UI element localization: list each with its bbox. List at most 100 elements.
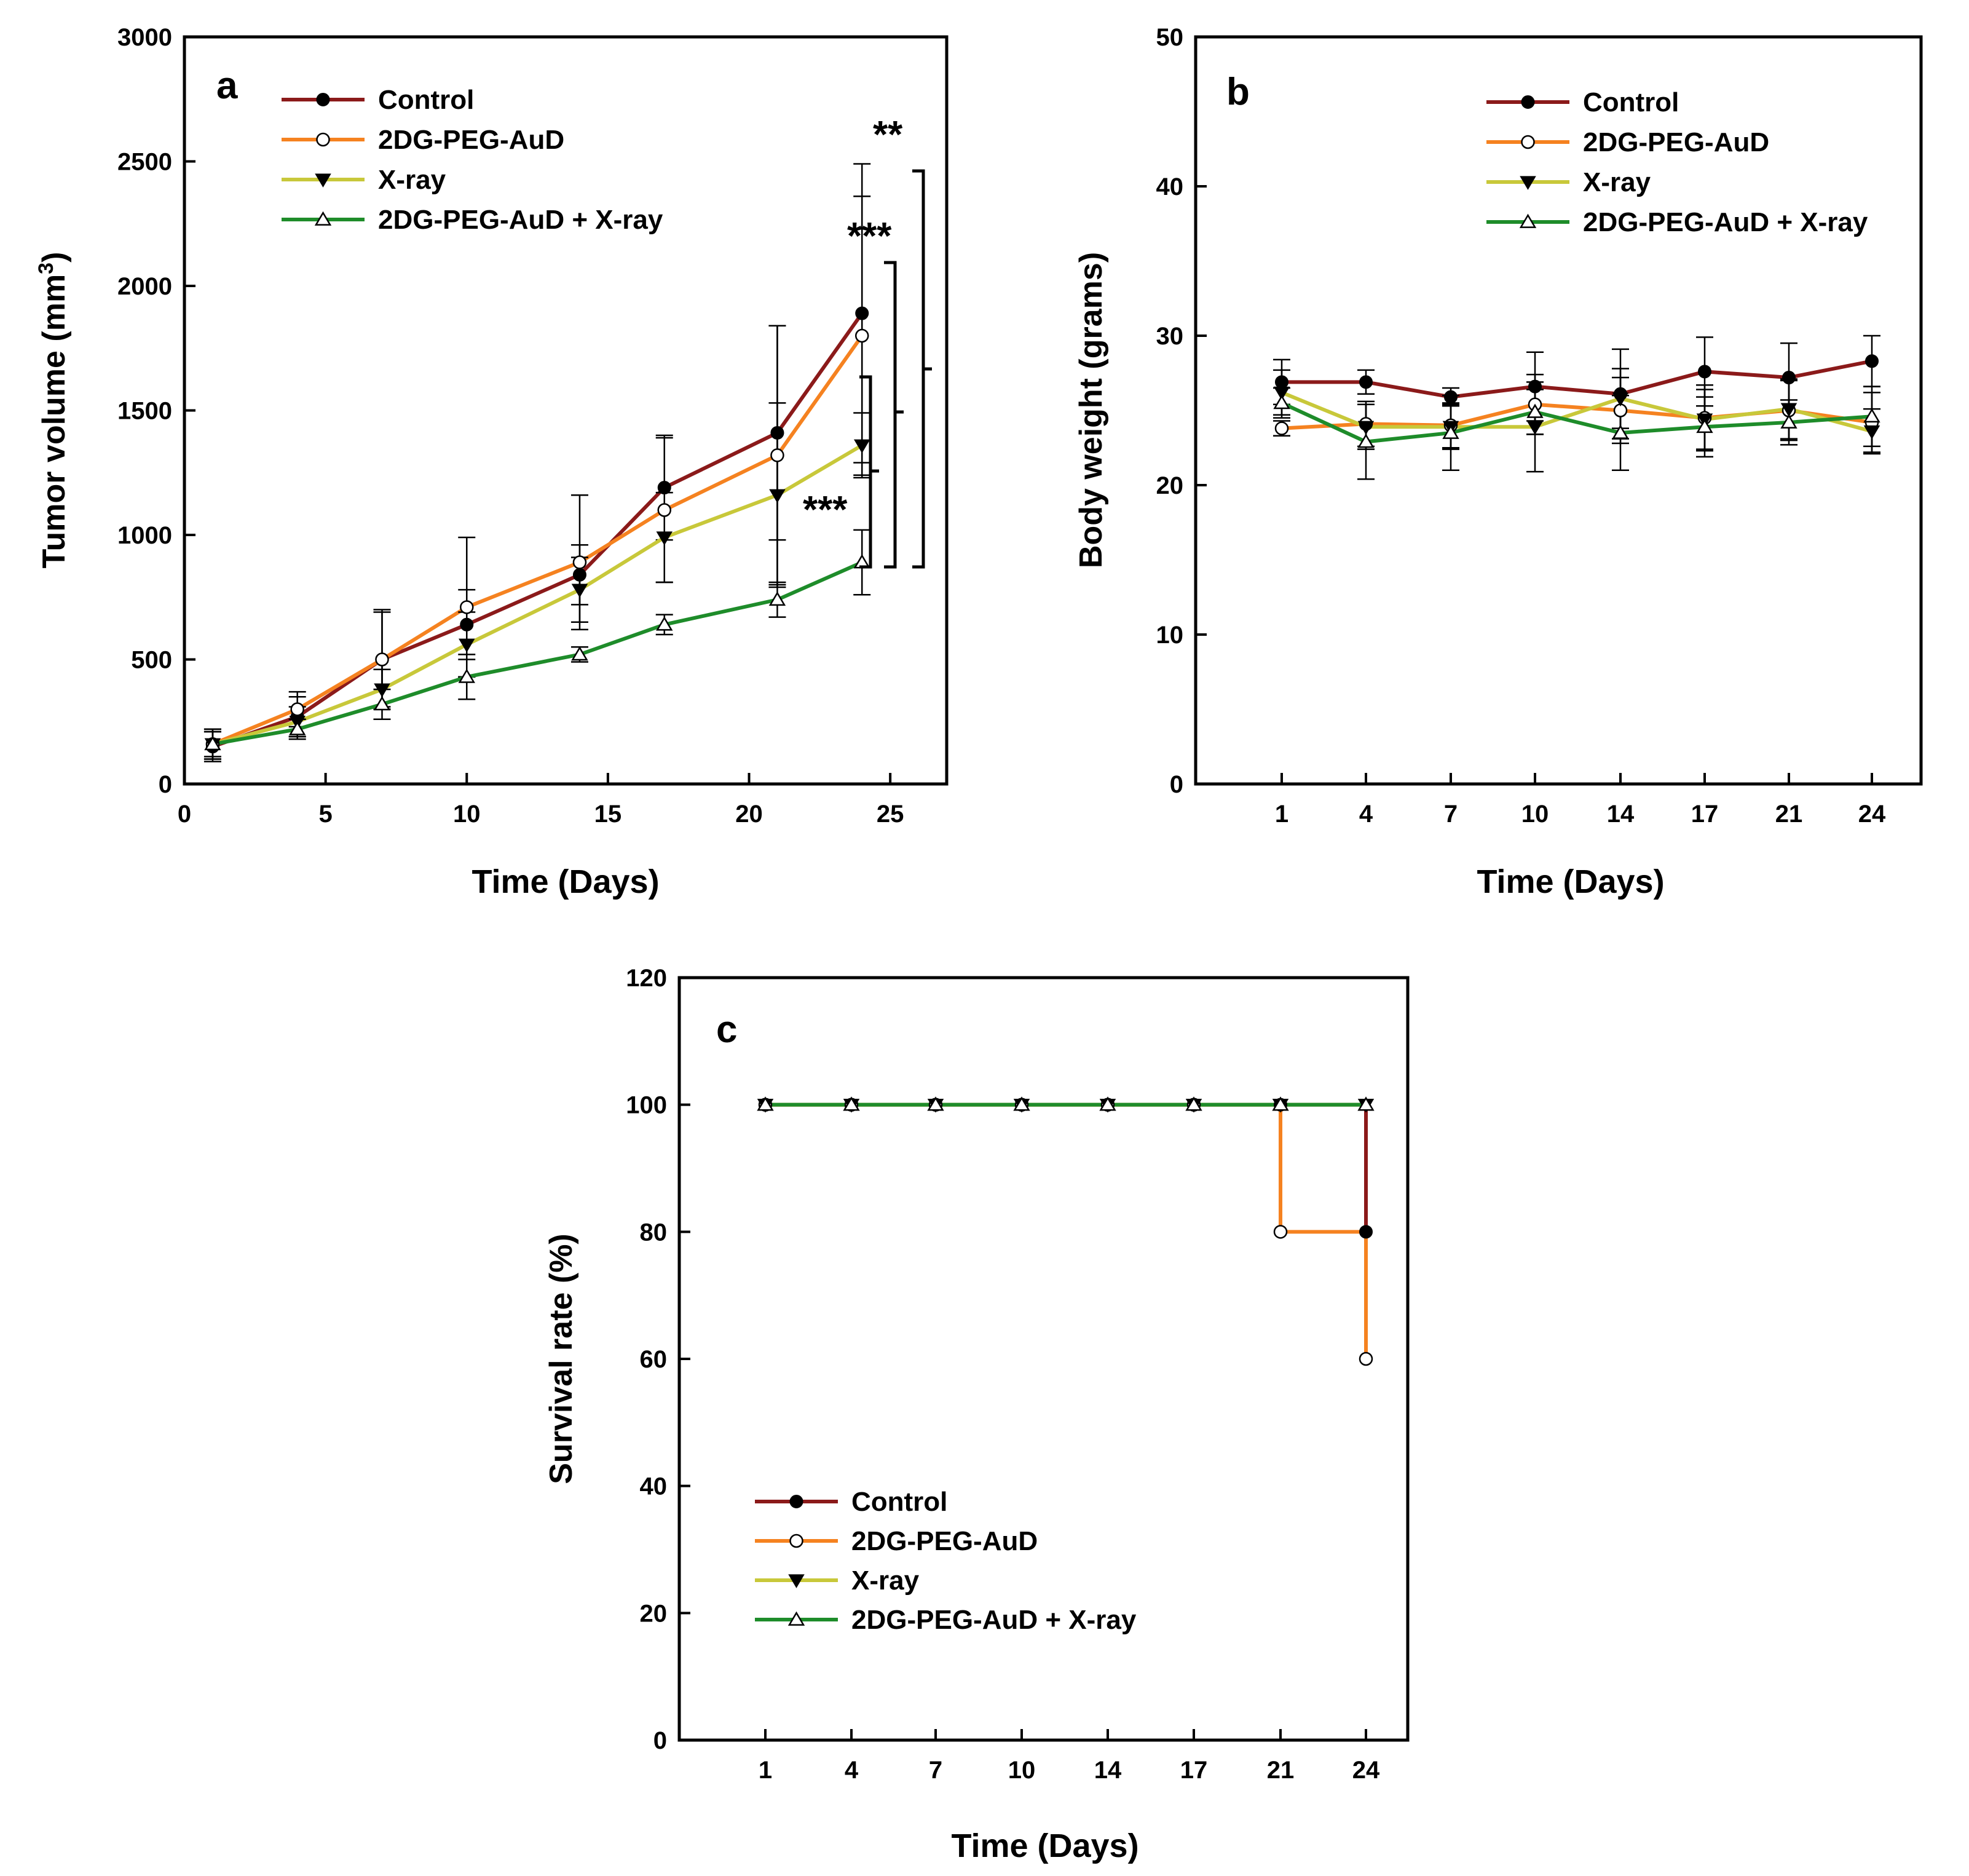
panel-c: Control 2DG-PEG-AuD X-ray 2DG-PEG-AuD + X-r… <box>543 965 1410 1864</box>
panel-a-marker-2dg-peg-aud-x-ray <box>373 696 391 711</box>
panel-b-x-tick-label-7: 7 <box>1444 801 1458 828</box>
panel-a-marker-control <box>657 481 671 495</box>
panel-b-y-tick-label-50: 50 <box>1156 24 1184 51</box>
panel-b-legend-marker-2dg-peg-aud <box>1521 135 1535 149</box>
panel-a-legend-label-control: Control <box>378 85 474 115</box>
panel-a-y-tick-label-500: 500 <box>131 647 172 674</box>
panel-b-line-control <box>1282 359 1872 399</box>
panel-a-marker-2dg-peg-aud-x-ray <box>458 668 475 683</box>
panel-b-y-tick-label-20: 20 <box>1156 472 1184 499</box>
panel-c-y-tick-label-40: 40 <box>640 1473 668 1500</box>
panel-a-y-tick-label-1500: 1500 <box>117 398 172 425</box>
panel-b-legend-marker-x-ray <box>1520 176 1536 190</box>
panel-b-marker-x-ray <box>1780 403 1797 417</box>
panel-b-marker-control <box>1698 365 1711 379</box>
panel-a-legend-marker-x-ray <box>315 173 331 188</box>
panel-c-y-axis-label: Survival rate (%) <box>543 1233 579 1484</box>
panel-a-frame <box>183 35 949 786</box>
panel-b-marker-2dg-peg-aud-x-ray <box>1780 414 1797 429</box>
panel-a-marker-2dg-peg-aud-x-ray <box>204 735 221 751</box>
panel-a-y-axis-label: Tumor volume (mm3) <box>34 252 72 569</box>
panel-b-marker-control <box>1359 375 1373 389</box>
panel-b-legend: Control 2DG-PEG-AuD X-ray 2DG-PEG-AuD + X-r… <box>1486 87 1868 237</box>
panel-a-legend-marker-2dg-peg-aud-x-ray <box>314 211 332 226</box>
panel-c-x-tick-label-7: 7 <box>929 1757 942 1784</box>
panel-a-marker-2dg-peg-aud-x-ray <box>289 721 306 735</box>
panel-b-x-tick-label-10: 10 <box>1521 801 1549 828</box>
panel-b-legend-label-2dg-peg-aud: 2DG-PEG-AuD <box>1583 127 1769 157</box>
panel-b-marker-x-ray <box>1273 386 1290 401</box>
panel-c-x-tick-label-24: 24 <box>1352 1757 1380 1784</box>
panel-c-y-tick-label-60: 60 <box>640 1346 668 1373</box>
panel-c-y-tick-label-120: 120 <box>626 965 667 992</box>
panel-b-marker-2dg-peg-aud-x-ray <box>1863 408 1880 423</box>
panel-c-x-tick-label-10: 10 <box>1008 1757 1036 1784</box>
panel-b-marker-2dg-peg-aud-x-ray <box>1696 418 1713 433</box>
panel-b-line-2dg-peg-aud-x-ray <box>1280 401 1872 444</box>
panel-a-line-control <box>211 312 864 749</box>
panel-c-legend: Control 2DG-PEG-AuD X-ray 2DG-PEG-AuD + X-r… <box>755 1487 1137 1635</box>
panel-a-x-tick-label-5: 5 <box>319 801 333 828</box>
panel-a-y-axis-label-main: Tumor volume (mm <box>36 274 72 569</box>
panel-a-marker-2dg-peg-aud <box>375 652 389 667</box>
panel-a-markers <box>203 163 871 762</box>
panel-b: Control 2DG-PEG-AuD X-ray 2DG-PEG-AuD + X-r… <box>1073 24 1923 900</box>
panel-b-y-tick-label-0: 0 <box>1170 771 1183 798</box>
panel-b-y-tick-label-40: 40 <box>1156 173 1184 200</box>
panel-c-legend-marker-control <box>789 1495 803 1508</box>
panel-a-x-axis-label: Time (Days) <box>472 863 659 900</box>
panel-c-marker-2dg-peg-aud-x-ray <box>843 1096 860 1111</box>
panel-a-legend-label-x-ray: X-ray <box>378 165 446 195</box>
panel-a-marker-x-ray <box>769 489 786 504</box>
panel-b-marker-control <box>1528 379 1542 394</box>
panel-b-x-tick-label-24: 24 <box>1858 801 1886 828</box>
panel-b-line-x-ray <box>1280 390 1872 433</box>
panel-b-markers <box>1273 334 1880 480</box>
panel-b-legend-marker-2dg-peg-aud-x-ray <box>1519 213 1537 228</box>
panel-b-marker-2dg-peg-aud-x-ray <box>1526 403 1544 418</box>
panel-a-y-tick-label-0: 0 <box>159 771 172 798</box>
panel-a-marker-2dg-peg-aud <box>657 503 671 517</box>
panel-a-marker-control <box>460 617 474 631</box>
panel-c-x-tick-label-1: 1 <box>759 1757 772 1784</box>
panel-c-x-tick-label-4: 4 <box>845 1757 859 1784</box>
panel-a-label: a <box>216 65 238 107</box>
panel-a-marker-2dg-peg-aud <box>460 600 474 614</box>
panel-b-marker-control <box>1782 371 1796 385</box>
panel-c-marker-2dg-peg-aud-x-ray <box>1272 1096 1289 1111</box>
panel-b-marker-x-ray <box>1612 392 1629 406</box>
panel-b-marker-control <box>1865 354 1879 368</box>
panel-c-legend-label-2dg-peg-aud-x-ray: 2DG-PEG-AuD + X-ray <box>851 1605 1137 1635</box>
panel-c-x-axis-label: Time (Days) <box>951 1827 1138 1864</box>
panel-b-marker-control <box>1444 390 1458 404</box>
panel-c-marker-2dg-peg-aud-x-ray <box>1357 1096 1375 1111</box>
panel-a-marker-2dg-peg-aud-x-ray <box>656 616 673 631</box>
panel-c-marker-2dg-peg-aud-x-ray <box>1099 1096 1116 1111</box>
panel-c-x-tick-label-14: 14 <box>1094 1757 1122 1784</box>
panel-a-marker-2dg-peg-aud <box>572 555 587 569</box>
panel-b-marker-x-ray <box>1863 425 1880 440</box>
panel-a-marker-control <box>572 568 586 582</box>
panel-c-legend-marker-x-ray <box>788 1574 805 1588</box>
panel-c-marker-2dg-peg-aud-x-ray <box>927 1096 944 1111</box>
panel-b-x-axis-label: Time (Days) <box>1477 863 1664 900</box>
panel-b-legend-label-x-ray: X-ray <box>1583 167 1651 197</box>
panel-b-marker-2dg-peg-aud <box>1274 421 1289 435</box>
panel-a-ticks: 0 500 1000 1500 2000 2500 3000 0 5 10 15 20 25 <box>117 24 904 828</box>
panel-a-y-tick-label-1000: 1000 <box>117 522 172 549</box>
panel-c-marker-2dg-peg-aud <box>1273 1225 1288 1239</box>
panel-c-y-tick-label-100: 100 <box>626 1092 667 1119</box>
panel-a-marker-x-ray <box>374 683 390 697</box>
panel-a-line-2dg-peg-aud-x-ray <box>212 560 863 746</box>
panel-b-x-tick-label-21: 21 <box>1775 801 1803 828</box>
panel-a-x-tick-label-10: 10 <box>453 801 481 828</box>
significance-label-control: ** <box>873 114 903 156</box>
panel-a-legend-label-2dg-peg-aud: 2DG-PEG-AuD <box>378 125 564 155</box>
panel-c-legend-marker-2dg-peg-aud-x-ray <box>787 1611 805 1626</box>
panel-a-legend: Control 2DG-PEG-AuD X-ray 2DG-PEG-AuD + X-r… <box>282 85 663 235</box>
panel-a-x-tick-label-25: 25 <box>877 801 904 828</box>
panel-c-marker-2dg-peg-aud-x-ray <box>757 1096 774 1111</box>
